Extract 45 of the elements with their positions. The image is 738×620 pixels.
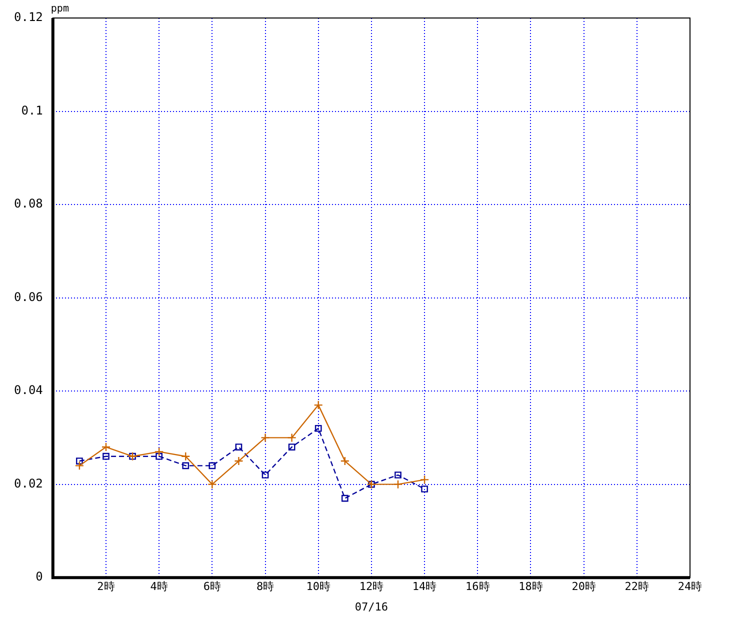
point [262, 472, 269, 478]
point [393, 480, 403, 489]
x-tick-label: 22時 [624, 580, 650, 594]
x-tick-label: 6時 [203, 580, 221, 594]
x-tick-label: 14時 [412, 580, 437, 594]
x-tick-label: 8時 [256, 580, 274, 594]
point [101, 442, 111, 452]
y-tick-label: 0.1 [21, 103, 43, 118]
point [260, 433, 270, 442]
point [102, 452, 110, 460]
y-tick-label: 0.06 [14, 290, 43, 304]
point [341, 494, 348, 502]
point [235, 444, 242, 450]
x-tick-label: 18時 [518, 580, 543, 594]
point [314, 400, 323, 410]
point [234, 456, 244, 466]
x-tick-label: 24時 [678, 580, 702, 594]
point [394, 472, 402, 478]
y-tick-label: 0.04 [14, 383, 43, 398]
point [156, 452, 163, 460]
y-tick-label: 0.12 [14, 10, 43, 24]
x-axis-title: 07/16 [354, 600, 388, 614]
x-tick-label: 10時 [306, 580, 330, 594]
y-tick-label: 0 [36, 570, 43, 584]
point [420, 475, 430, 484]
x-tick-label: 4時 [150, 580, 168, 594]
point [288, 444, 296, 450]
x-tick-label: 12時 [359, 580, 384, 594]
x-tick-label: 20時 [572, 580, 596, 594]
x-tick-label: 2時 [97, 580, 115, 594]
point [76, 458, 83, 464]
point [314, 424, 322, 432]
point [421, 486, 428, 492]
point [208, 462, 216, 470]
x-tick-label: 16時 [466, 580, 490, 594]
y-tick-label: 0.02 [14, 476, 43, 490]
point [74, 461, 84, 470]
point [208, 480, 217, 489]
point [181, 452, 190, 461]
point [340, 456, 350, 466]
point [182, 462, 190, 470]
y-axis-title: ppm [50, 4, 69, 15]
point [287, 433, 296, 442]
y-tick-label: 0.08 [14, 196, 43, 211]
point [154, 447, 164, 456]
